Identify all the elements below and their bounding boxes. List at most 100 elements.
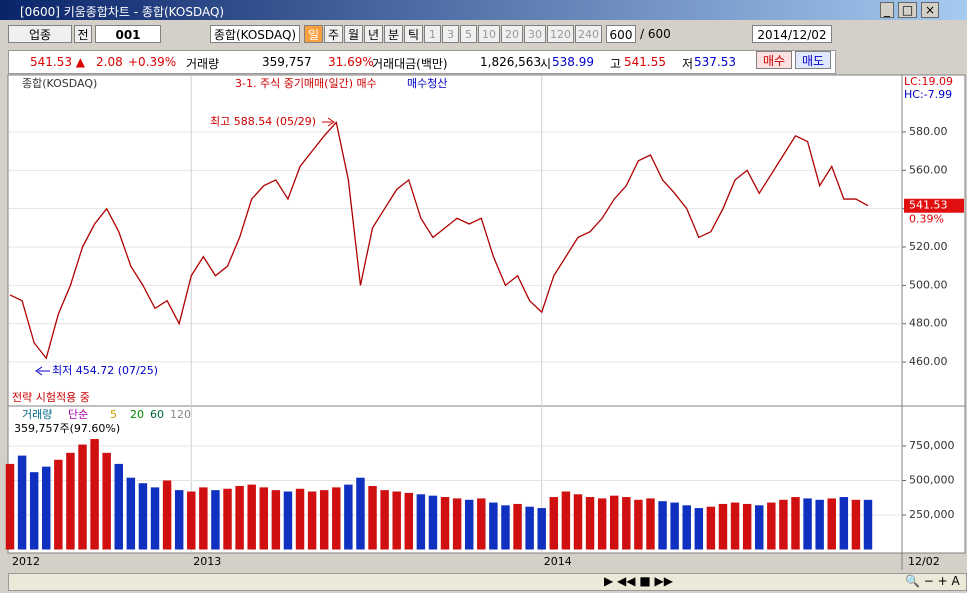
info-volume: 359,757 [262,55,312,69]
interval-button[interactable]: 240 [575,25,602,43]
volume-bar [706,506,716,550]
period-button[interactable]: 분 [384,25,403,43]
ma-period: 60 [150,408,164,421]
y-tick-label: 520.00 [909,240,948,253]
interval-button[interactable]: 120 [547,25,574,43]
volume-bar [368,485,377,550]
period-button[interactable]: 틱 [404,25,423,43]
period-button[interactable]: 주 [324,25,343,43]
volume-bar [380,490,389,550]
volume-bar [211,490,220,550]
y-tick-label: 500,000 [909,473,955,486]
volume-bar [609,495,619,550]
volume-title: 거래량 [22,408,52,421]
volume-bar [247,484,256,550]
volume-bar [634,499,643,550]
info-volume-pct: 31.69% [328,55,374,69]
volume-bar [17,455,27,550]
volume-bar [235,485,244,550]
volume-bar [730,502,740,550]
volume-bar [489,502,498,550]
volume-bar [827,498,836,550]
low-note: 최저 454.72 (07/25) [52,364,158,377]
code-input[interactable]: 001 [95,25,161,43]
volume-bar [162,480,172,550]
zoom-controls[interactable]: 🔍 − + A [905,574,960,588]
strategy-name: 3-1. 주식 중기매매(일간) 매수 [235,76,377,90]
info-change-pct: +0.39% [128,55,177,69]
y-tick-label: 250,000 [909,508,955,521]
date-input[interactable]: 2014/12/02 [752,25,832,43]
period-button[interactable]: 일 [304,25,323,43]
x-tick-label: 2012 [12,555,40,568]
volume-bar [404,492,414,550]
volume-bar [585,497,595,550]
interval-button[interactable]: 20 [501,25,523,43]
title-bar [0,0,967,20]
volume-bar [174,490,184,550]
volume-bar [307,491,317,550]
window-controls[interactable]: _ □ × [880,2,940,18]
y-tick-label: 560.00 [909,163,948,176]
volume-bar [392,491,401,550]
volume-bar [126,477,136,550]
price-line [9,121,869,360]
high-arrow [322,117,335,127]
volume-bar [597,498,607,550]
volume-bar [319,490,329,550]
volume-bar [332,487,341,550]
interval-button[interactable]: 1 [424,25,441,43]
market-select[interactable]: 업종 [8,25,72,43]
period-button[interactable]: 년 [364,25,383,43]
volume-bar [755,505,764,550]
scrollbar[interactable] [8,573,967,591]
volume-bar [29,472,39,550]
y-tick-label: 580.00 [909,125,948,138]
count-max: / 600 [640,27,671,41]
interval-button[interactable]: 30 [524,25,546,43]
count-input[interactable]: 600 [606,25,636,43]
sell-button[interactable]: 매도 [795,51,831,69]
prev-button[interactable]: 전 [74,25,92,43]
volume-bar [344,484,353,550]
volume-bar [851,499,861,550]
hc-label: HC:-7.99 [904,88,952,101]
volume-bar [295,488,305,550]
strategy-exit: 매수청산 [407,77,447,90]
low-arrow [35,366,50,376]
current-price-label: 541.53 [909,199,948,212]
name-field: 종합(KOSDAQ) [210,25,300,43]
y-tick-label: 500.00 [909,278,948,291]
lc-label: LC:19.09 [904,75,953,88]
high-note: 최고 588.54 (05/29) [210,115,316,128]
period-button[interactable]: 월 [344,25,363,43]
x-tick-label: 2013 [193,555,221,568]
price-title: 종합(KOSDAQ) [22,77,97,90]
volume-bar [5,463,15,550]
volume-bar [863,499,873,550]
volume-bar [501,505,510,550]
y-tick-label: 750,000 [909,439,955,452]
interval-button[interactable]: 10 [478,25,500,43]
info-high-label: 고 [610,57,622,71]
volume-bar [803,498,812,550]
volume-bar [42,466,51,550]
interval-button[interactable]: 3 [442,25,459,43]
info-low: 537.53 [694,55,736,69]
volume-bar [102,452,111,550]
info-change: 2.08 [96,55,123,69]
volume-bar [537,508,546,550]
volume-ma-label: 단순 [68,408,88,421]
interval-button[interactable]: 5 [460,25,477,43]
volume-bar [646,498,655,550]
playback-controls[interactable]: ▶ ◀◀ ■ ▶▶ [604,574,673,588]
volume-bar [464,499,474,550]
info-amount: 1,826,563 [480,55,542,69]
volume-bar [90,439,99,550]
volume-bar [561,491,571,550]
volume-bar [259,487,269,550]
buy-button[interactable]: 매수 [756,51,792,69]
volume-bar [223,488,232,550]
volume-current: 359,757주(97.60%) [14,422,120,435]
